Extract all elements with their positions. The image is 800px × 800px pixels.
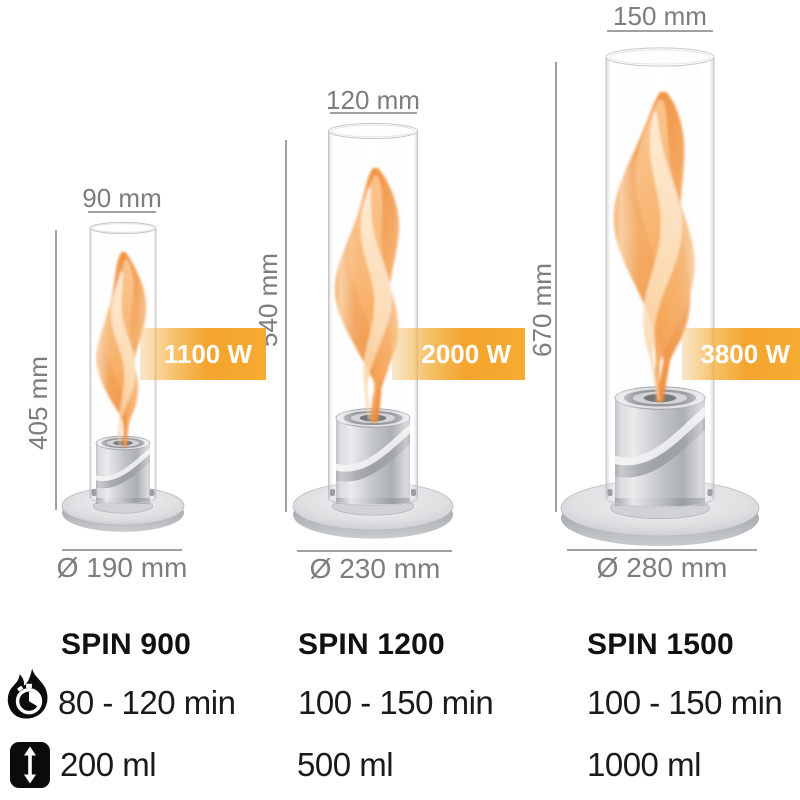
fill-volume-spin1200: 500 ml bbox=[297, 746, 394, 783]
diameter-dimension-line-spin900 bbox=[62, 549, 182, 551]
height-label-spin900: 405 mm bbox=[23, 356, 53, 450]
diameter-label-spin1200: Ø 230 mm bbox=[309, 553, 441, 584]
height-label-spin1500: 670 mm bbox=[527, 263, 557, 357]
product-illustrations bbox=[61, 47, 760, 547]
product-name-spin1500: SPIN 1500 bbox=[587, 628, 734, 661]
width-label-spin900: 90 mm bbox=[82, 183, 162, 213]
diameter-dimension-line-spin1500 bbox=[567, 549, 757, 551]
fill-volume-icon bbox=[10, 742, 50, 788]
height-dimension-line-spin1500 bbox=[555, 62, 557, 512]
product-name-spin900: SPIN 900 bbox=[61, 628, 192, 661]
width-dimension-line-spin1500 bbox=[607, 30, 713, 32]
flame-timer-icon bbox=[7, 668, 48, 719]
diameter-dimension-line-spin1200 bbox=[297, 550, 452, 552]
diameter-label-spin900: Ø 190 mm bbox=[56, 552, 188, 583]
power-badge-spin1200: 2000 W bbox=[392, 328, 525, 380]
height-dimension-line-spin1200 bbox=[285, 140, 287, 512]
burn-time-spin900: 80 - 120 min bbox=[58, 684, 236, 721]
width-label-spin1200: 120 mm bbox=[326, 85, 420, 115]
height-dimension-line-spin900 bbox=[55, 230, 57, 510]
width-dimension-line-spin1200 bbox=[330, 112, 417, 114]
burn-time-spin1200: 100 - 150 min bbox=[298, 684, 494, 721]
width-dimension-line-spin900 bbox=[88, 211, 156, 213]
burn-time-spin1500: 100 - 150 min bbox=[587, 684, 783, 721]
product-name-spin1200: SPIN 1200 bbox=[298, 628, 445, 661]
fill-volume-spin1500: 1000 ml bbox=[587, 746, 701, 783]
power-badge-spin1500: 3800 W bbox=[682, 328, 800, 380]
width-label-spin1500: 150 mm bbox=[613, 1, 707, 31]
diameter-label-spin1500: Ø 280 mm bbox=[596, 552, 728, 583]
fill-volume-spin900: 200 ml bbox=[60, 746, 157, 783]
power-badge-spin900: 1100 W bbox=[140, 328, 266, 380]
